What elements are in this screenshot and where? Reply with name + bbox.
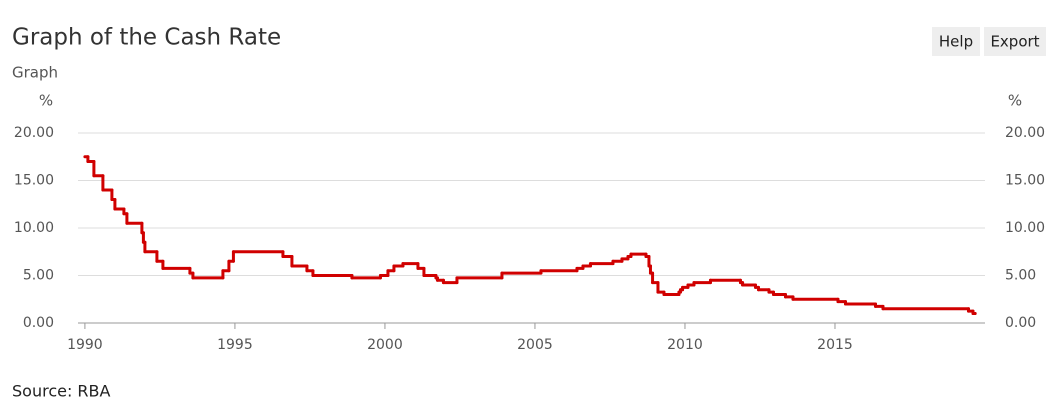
y2-tick-label: 20.00	[1005, 125, 1045, 141]
y-tick-label: 20.00	[14, 125, 54, 141]
y-axis-unit: %	[39, 92, 53, 110]
help-button[interactable]	[932, 27, 980, 56]
chart-subtitle: Graph	[12, 64, 58, 82]
x-tick-label: 1995	[217, 337, 253, 353]
export-button[interactable]	[984, 27, 1046, 56]
y-tick-label: 15.00	[14, 173, 54, 189]
y-tick-label: 5.00	[23, 268, 54, 284]
x-tick-label: 2010	[667, 337, 703, 353]
y2-tick-label: 0.00	[1005, 315, 1036, 331]
y-tick-label: 0.00	[23, 315, 54, 331]
x-tick-label: 2005	[517, 337, 553, 353]
source: Source: RBA	[12, 382, 111, 401]
y2-axis-unit: %	[1008, 92, 1022, 110]
x-tick-label: 2000	[367, 337, 403, 353]
y2-tick-label: 10.00	[1005, 220, 1045, 236]
y2-tick-label: 5.00	[1005, 268, 1036, 284]
help-button-label[interactable]: Help	[939, 33, 973, 51]
export-button-label[interactable]: Export	[990, 33, 1039, 51]
chart-title: Graph of the Cash Rate	[12, 25, 281, 51]
x-tick-label: 2015	[817, 337, 853, 353]
x-tick-label: 1990	[67, 337, 103, 353]
y2-tick-label: 15.00	[1005, 173, 1045, 189]
y-tick-label: 10.00	[14, 220, 54, 236]
